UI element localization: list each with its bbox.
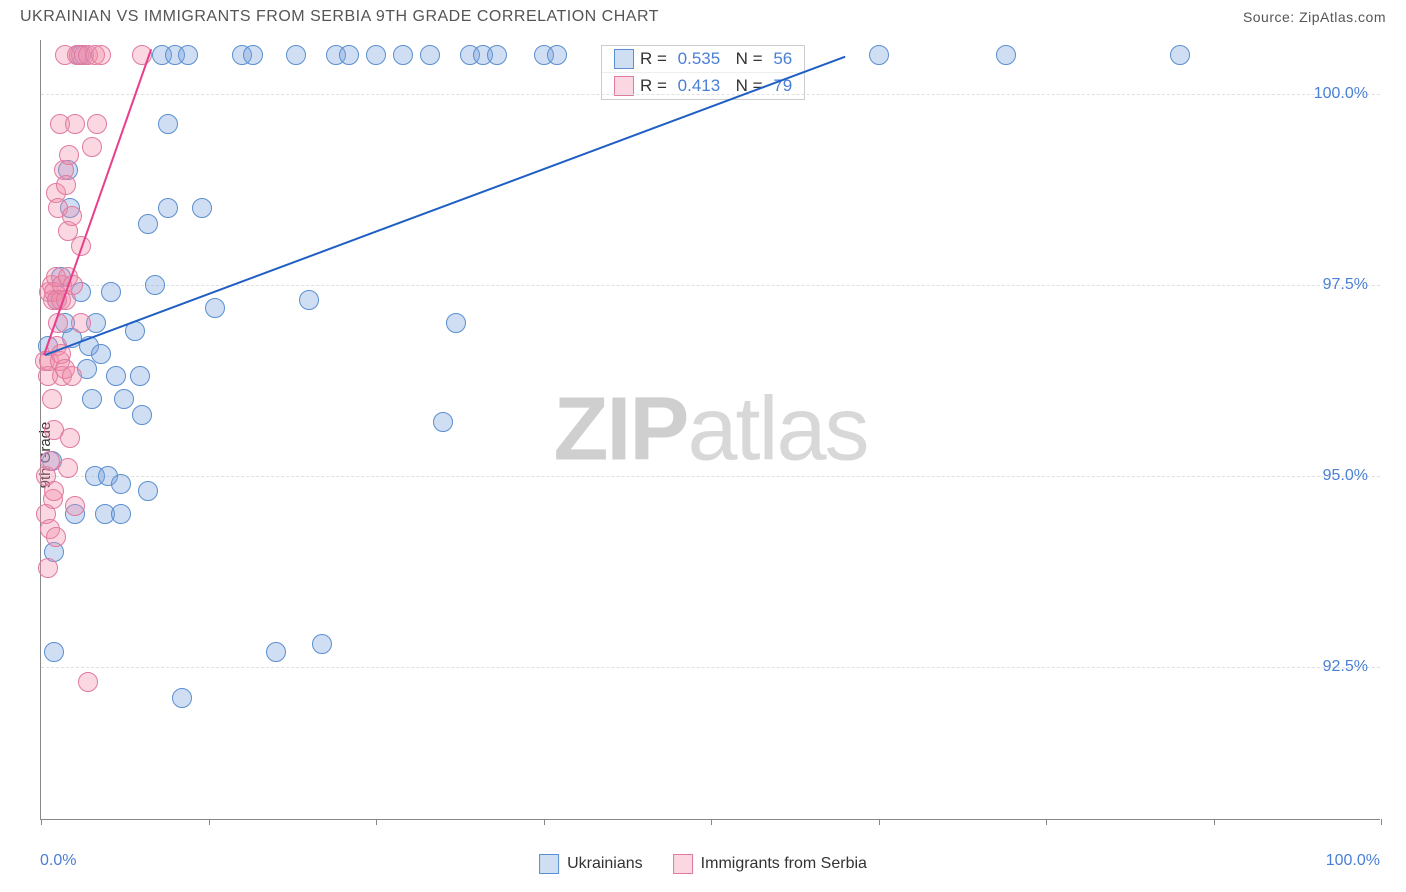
x-tick xyxy=(1381,819,1382,825)
scatter-point xyxy=(286,45,306,65)
scatter-point xyxy=(91,344,111,364)
scatter-point xyxy=(138,214,158,234)
scatter-point xyxy=(996,45,1016,65)
scatter-point xyxy=(44,642,64,662)
legend-item-serbia: Immigrants from Serbia xyxy=(673,854,867,874)
scatter-point xyxy=(205,298,225,318)
scatter-point xyxy=(62,206,82,226)
scatter-point xyxy=(130,366,150,386)
scatter-point xyxy=(82,137,102,157)
x-tick xyxy=(879,819,880,825)
x-tick xyxy=(711,819,712,825)
y-tick-label: 95.0% xyxy=(1323,467,1368,485)
scatter-point xyxy=(42,389,62,409)
x-tick xyxy=(376,819,377,825)
scatter-point xyxy=(138,481,158,501)
r-value-ukrainians: 0.535 xyxy=(678,49,721,69)
scatter-point xyxy=(243,45,263,65)
y-tick-label: 92.5% xyxy=(1323,658,1368,676)
scatter-point xyxy=(145,275,165,295)
gridline xyxy=(41,476,1380,477)
scatter-point xyxy=(132,405,152,425)
watermark: ZIPatlas xyxy=(553,378,867,481)
scatter-point xyxy=(91,45,111,65)
scatter-point xyxy=(366,45,386,65)
x-tick xyxy=(41,819,42,825)
scatter-point xyxy=(266,642,286,662)
stats-row-ukrainians: R = 0.535 N = 56 xyxy=(602,46,804,73)
x-tick xyxy=(1046,819,1047,825)
y-tick-label: 100.0% xyxy=(1314,85,1368,103)
scatter-point xyxy=(158,114,178,134)
swatch-ukrainians xyxy=(614,49,634,69)
scatter-point xyxy=(1170,45,1190,65)
watermark-zip: ZIP xyxy=(553,379,687,479)
bottom-legend: Ukrainians Immigrants from Serbia xyxy=(539,854,867,874)
plot-area: ZIPatlas R = 0.535 N = 56 R = 0.413 N = … xyxy=(40,40,1380,820)
chart-title: UKRAINIAN VS IMMIGRANTS FROM SERBIA 9TH … xyxy=(20,8,659,26)
scatter-point xyxy=(58,458,78,478)
scatter-point xyxy=(87,114,107,134)
scatter-point xyxy=(82,389,102,409)
scatter-point xyxy=(59,145,79,165)
y-tick-label: 97.5% xyxy=(1323,276,1368,294)
x-tick xyxy=(544,819,545,825)
legend-swatch-serbia xyxy=(673,854,693,874)
scatter-point xyxy=(393,45,413,65)
stats-box: R = 0.535 N = 56 R = 0.413 N = 79 xyxy=(601,45,805,100)
x-tick xyxy=(209,819,210,825)
scatter-point xyxy=(111,474,131,494)
n-value-ukrainians: 56 xyxy=(773,49,792,69)
chart-source: Source: ZipAtlas.com xyxy=(1243,9,1386,25)
scatter-point xyxy=(299,290,319,310)
scatter-point xyxy=(78,672,98,692)
legend-item-ukrainians: Ukrainians xyxy=(539,854,643,874)
watermark-atlas: atlas xyxy=(687,379,867,479)
gridline xyxy=(41,94,1380,95)
scatter-point xyxy=(420,45,440,65)
gridline xyxy=(41,667,1380,668)
scatter-point xyxy=(339,45,359,65)
legend-swatch-ukrainians xyxy=(539,854,559,874)
scatter-point xyxy=(158,198,178,218)
x-max-label: 100.0% xyxy=(1326,852,1380,870)
scatter-point xyxy=(44,481,64,501)
chart-header: UKRAINIAN VS IMMIGRANTS FROM SERBIA 9TH … xyxy=(0,0,1406,30)
stats-row-serbia: R = 0.413 N = 79 xyxy=(602,73,804,99)
scatter-point xyxy=(46,527,66,547)
scatter-point xyxy=(446,313,466,333)
scatter-point xyxy=(192,198,212,218)
legend-label-serbia: Immigrants from Serbia xyxy=(701,855,867,873)
scatter-point xyxy=(65,114,85,134)
scatter-point xyxy=(114,389,134,409)
scatter-point xyxy=(547,45,567,65)
scatter-point xyxy=(56,175,76,195)
x-min-label: 0.0% xyxy=(40,852,76,870)
scatter-point xyxy=(487,45,507,65)
legend-label-ukrainians: Ukrainians xyxy=(567,855,643,873)
scatter-point xyxy=(869,45,889,65)
scatter-point xyxy=(178,45,198,65)
scatter-point xyxy=(312,634,332,654)
scatter-point xyxy=(433,412,453,432)
scatter-point xyxy=(38,558,58,578)
scatter-point xyxy=(106,366,126,386)
chart-container: 9th Grade ZIPatlas R = 0.535 N = 56 R = … xyxy=(0,30,1406,880)
scatter-point xyxy=(71,313,91,333)
gridline xyxy=(41,285,1380,286)
scatter-point xyxy=(111,504,131,524)
scatter-point xyxy=(65,496,85,516)
x-tick xyxy=(1214,819,1215,825)
scatter-point xyxy=(101,282,121,302)
scatter-point xyxy=(60,428,80,448)
scatter-point xyxy=(62,366,82,386)
scatter-point xyxy=(172,688,192,708)
